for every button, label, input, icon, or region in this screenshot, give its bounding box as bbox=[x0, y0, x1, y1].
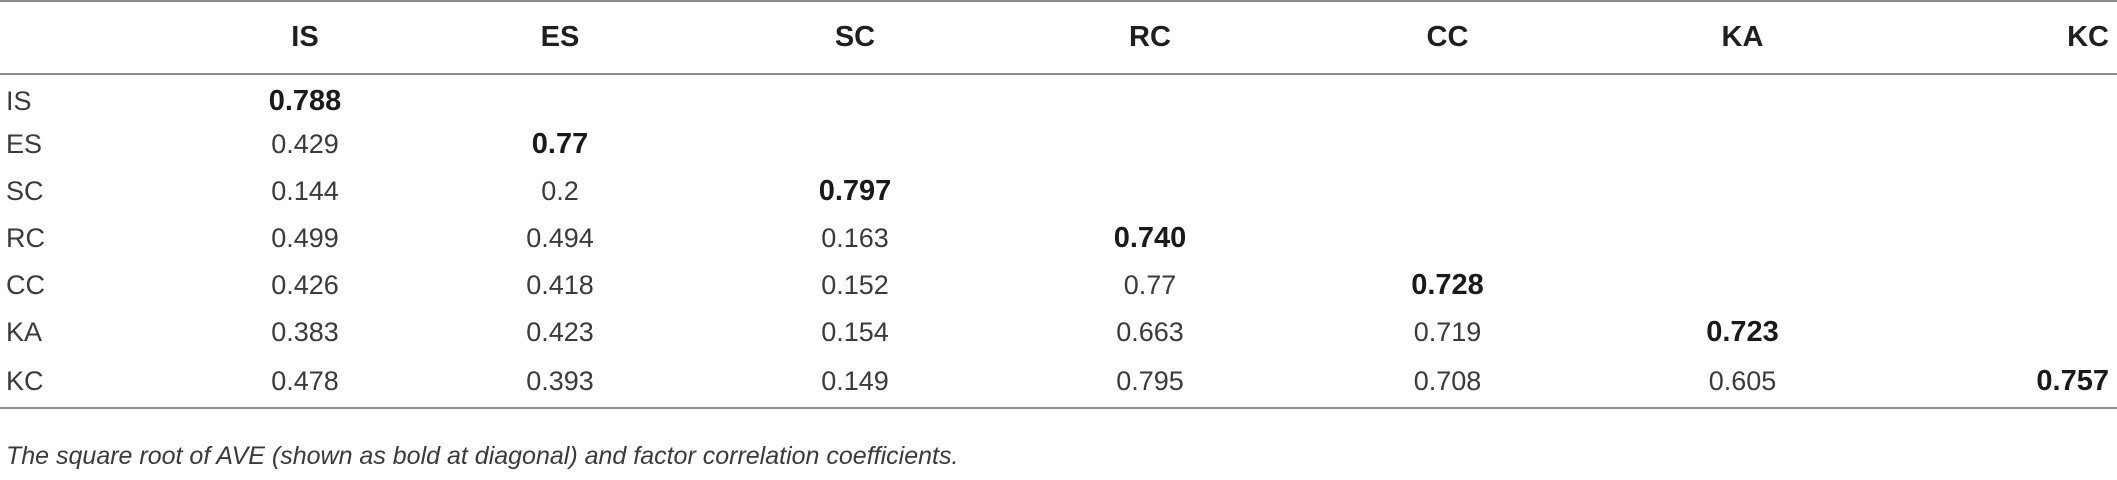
row-label: CC bbox=[6, 270, 45, 300]
table-row-sc: SC 0.144 0.2 0.797 bbox=[0, 168, 2117, 215]
table-cell: 0.144 bbox=[271, 176, 339, 206]
table-row-is: IS 0.788 bbox=[0, 74, 2117, 121]
table-row-ka: KA 0.383 0.423 0.154 0.663 0.719 0.723 bbox=[0, 309, 2117, 356]
table-cell bbox=[1890, 168, 2117, 215]
table-cell: 0.663 bbox=[1116, 317, 1184, 347]
table-cell: 0.708 bbox=[1413, 366, 1482, 396]
column-header-corner bbox=[0, 1, 200, 74]
table-cell: 0.429 bbox=[271, 129, 339, 159]
column-header-ka: KA bbox=[1721, 21, 1764, 53]
table-cell bbox=[1300, 74, 1595, 121]
row-label: SC bbox=[6, 176, 44, 206]
column-header-sc: SC bbox=[834, 21, 876, 53]
correlation-table-container: IS ES SC RC CC KA KC IS 0.788 ES bbox=[0, 1, 2117, 408]
table-body: IS 0.788 ES 0.429 0.77 SC bbox=[0, 74, 2117, 408]
table-row-cc: CC 0.426 0.418 0.152 0.77 0.728 bbox=[0, 262, 2117, 309]
table-cell bbox=[1595, 121, 1890, 168]
table-cell: 0.383 bbox=[271, 317, 339, 347]
table-cell bbox=[710, 121, 1000, 168]
column-header-rc: RC bbox=[1129, 21, 1171, 53]
table-cell: 0.149 bbox=[821, 366, 889, 396]
table-cell bbox=[1890, 215, 2117, 262]
table-cell: 0.499 bbox=[271, 223, 339, 253]
table-cell: 0.77 bbox=[1123, 270, 1177, 300]
table-cell-diagonal: 0.723 bbox=[1706, 316, 1779, 348]
table-cell bbox=[410, 74, 710, 121]
table-cell: 0.719 bbox=[1413, 317, 1482, 347]
table-cell bbox=[1595, 168, 1890, 215]
table-cell: 0.605 bbox=[1708, 366, 1777, 396]
table-cell: 0.423 bbox=[526, 317, 594, 347]
table-cell bbox=[1000, 74, 1300, 121]
table-cell-diagonal: 0.788 bbox=[268, 84, 342, 117]
column-header-es: ES bbox=[540, 21, 580, 53]
column-header-kc: KC bbox=[2067, 21, 2109, 53]
table-cell: 0.795 bbox=[1116, 366, 1184, 396]
table-cell: 0.152 bbox=[821, 270, 889, 300]
table-cell bbox=[1300, 121, 1595, 168]
row-label: KA bbox=[6, 317, 43, 347]
table-cell bbox=[1595, 74, 1890, 121]
column-header-is: IS bbox=[291, 21, 319, 53]
table-cell-diagonal: 0.757 bbox=[2036, 365, 2109, 397]
table-cell bbox=[1000, 168, 1300, 215]
table-cell bbox=[1300, 168, 1595, 215]
header-row: IS ES SC RC CC KA KC bbox=[0, 1, 2117, 74]
row-label: KC bbox=[6, 366, 44, 396]
table-cell bbox=[710, 74, 1000, 121]
table-cell bbox=[1300, 215, 1595, 262]
table-cell: 0.478 bbox=[271, 366, 339, 396]
table-cell bbox=[1595, 262, 1890, 309]
table-cell: 0.154 bbox=[821, 317, 889, 347]
table-cell bbox=[1890, 309, 2117, 356]
row-label: ES bbox=[6, 129, 43, 159]
table-footnote: The square root of AVE (shown as bold at… bbox=[6, 442, 959, 470]
column-header-cc: CC bbox=[1426, 21, 1469, 53]
table-cell bbox=[1890, 121, 2117, 168]
table-cell: 0.494 bbox=[526, 223, 594, 253]
table-cell bbox=[1595, 215, 1890, 262]
table-cell: 0.426 bbox=[271, 270, 339, 300]
table-cell: 0.2 bbox=[541, 176, 579, 206]
table-row-rc: RC 0.499 0.494 0.163 0.740 bbox=[0, 215, 2117, 262]
table-row-kc: KC 0.478 0.393 0.149 0.795 0.708 0.605 0… bbox=[0, 356, 2117, 408]
table-cell: 0.163 bbox=[821, 223, 889, 253]
correlation-table: IS ES SC RC CC KA KC IS 0.788 ES bbox=[0, 1, 2117, 408]
table-cell bbox=[1000, 121, 1300, 168]
table-cell-diagonal: 0.740 bbox=[1113, 222, 1187, 254]
row-label: IS bbox=[6, 85, 32, 116]
table-cell bbox=[1890, 74, 2117, 121]
row-label: RC bbox=[6, 223, 45, 253]
table-cell-diagonal: 0.797 bbox=[818, 175, 892, 207]
table-header: IS ES SC RC CC KA KC bbox=[0, 1, 2117, 74]
table-cell: 0.418 bbox=[526, 270, 594, 300]
table-cell-diagonal: 0.77 bbox=[531, 128, 589, 160]
table-row-es: ES 0.429 0.77 bbox=[0, 121, 2117, 168]
table-cell-diagonal: 0.728 bbox=[1411, 269, 1484, 301]
table-cell: 0.393 bbox=[526, 366, 594, 396]
table-cell bbox=[1890, 262, 2117, 309]
